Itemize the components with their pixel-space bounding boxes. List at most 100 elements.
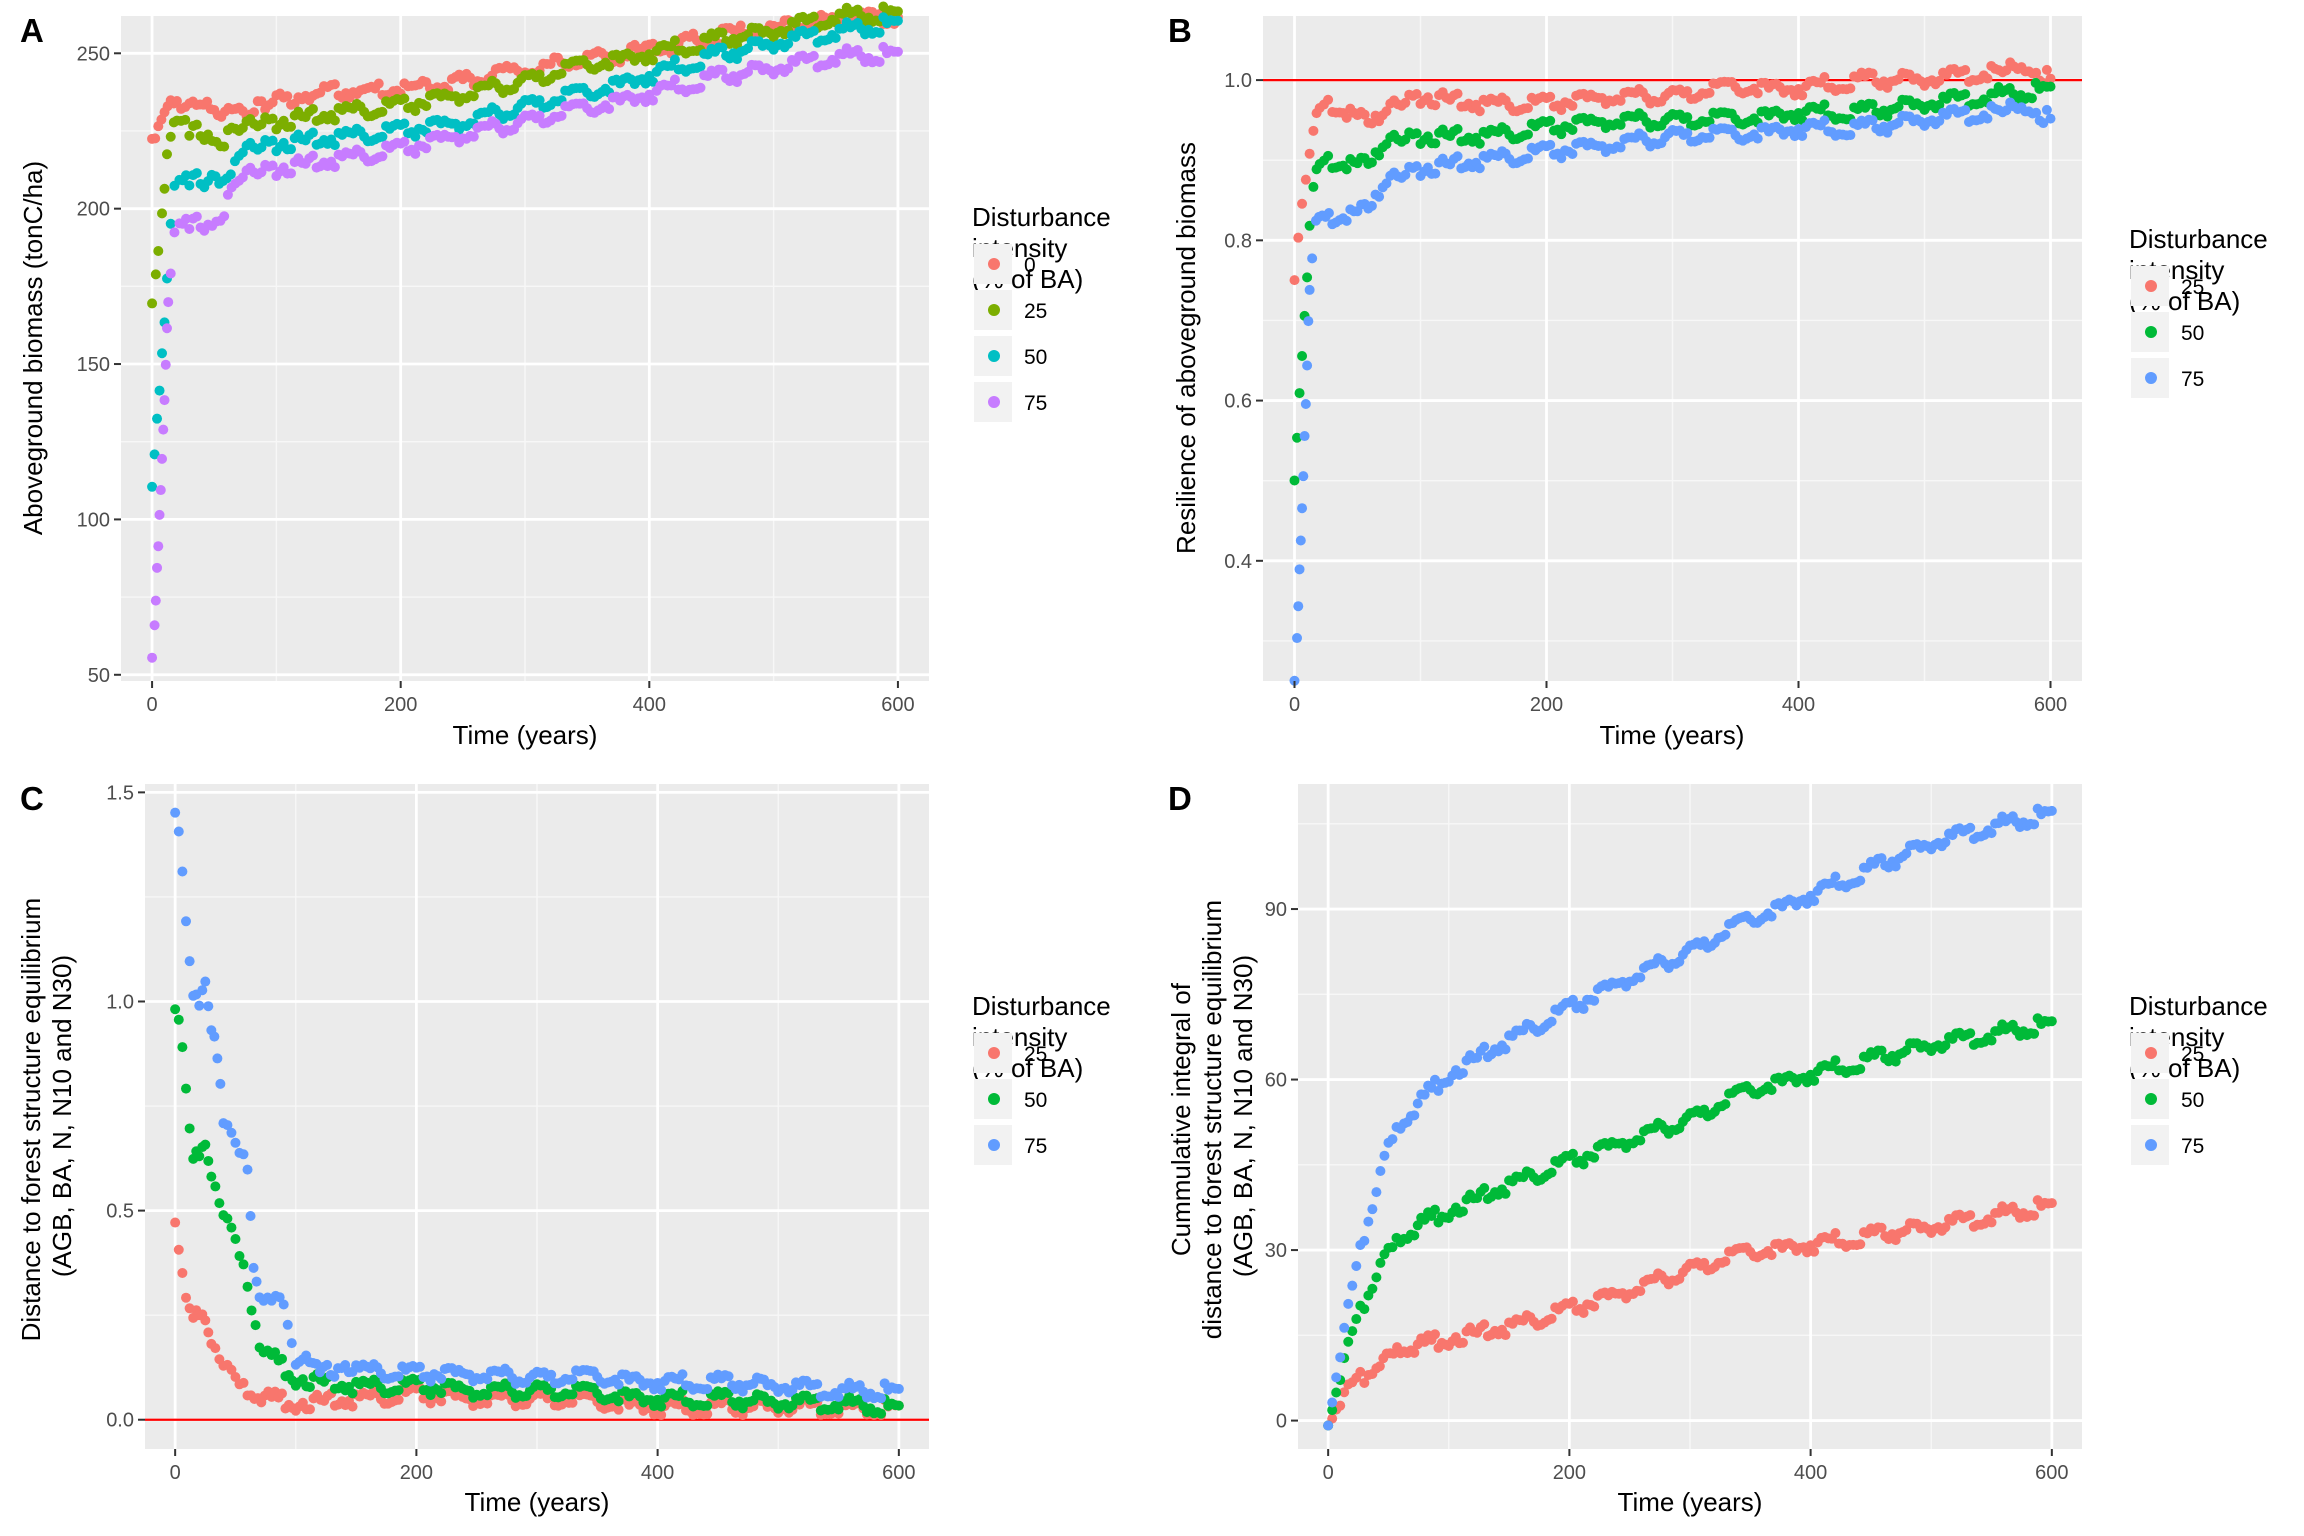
panel-a-y-tick-label: 250 <box>77 43 110 65</box>
panel-d-point-25 <box>1855 1239 1866 1250</box>
panel-c-point-50 <box>613 1396 624 1407</box>
panel-b-point-75 <box>1295 535 1306 546</box>
panel-a-ticks: 0 200 400 600 50 100 150 200 250 <box>77 43 915 716</box>
panel-b-point-25 <box>1704 87 1715 98</box>
panel-b-point-25 <box>1556 105 1567 116</box>
panel-d-point-50 <box>1429 1204 1440 1215</box>
panel-b-point-75 <box>1797 130 1808 141</box>
panel-c-point-50 <box>833 1404 844 1415</box>
panel-c-point-75 <box>833 1391 844 1402</box>
panel-b-point-75 <box>1845 130 1856 141</box>
panel-a-point-50 <box>892 15 903 26</box>
panel-d-point-75 <box>1409 1110 1420 1121</box>
panel-d-point-25 <box>1578 1307 1589 1318</box>
panel-a-legend-label: 0 <box>1024 254 1036 277</box>
panel-c-point-75 <box>656 1384 667 1395</box>
panel-d-point-50 <box>1387 1242 1398 1253</box>
panel-c-gridlines <box>145 784 929 1449</box>
panel-a-point-75 <box>874 56 885 67</box>
panel-d-point-50 <box>1809 1075 1820 1086</box>
panel-a-point-25 <box>184 130 195 141</box>
panel-d-point-50 <box>1940 1040 1951 1051</box>
panel-b-point-75 <box>1556 153 1567 164</box>
panel-a-point-50 <box>669 54 680 65</box>
panel-b-point-50 <box>1366 157 1377 168</box>
panel-c-point-75 <box>677 1369 688 1380</box>
panel-b: B 0 200 400 600 0.4 0.6 0.8 1.0 Time (years) Re… <box>1168 12 2268 750</box>
panel-d-point-75 <box>1809 896 1820 907</box>
panel-a-y-tick-label: 200 <box>77 199 110 221</box>
panel-a-point-50 <box>147 481 158 492</box>
panel-c-point-25 <box>203 1327 214 1338</box>
panel-b-x-tick-label: 0 <box>1289 694 1300 716</box>
panel-c-point-75 <box>322 1359 333 1370</box>
panel-d-point-25 <box>1359 1377 1370 1388</box>
panel-a-legend-swatch <box>988 304 1000 316</box>
panel-a-point-50 <box>286 144 297 155</box>
panel-d-point-75 <box>1375 1166 1386 1177</box>
panel-c-point-25 <box>200 1315 211 1326</box>
panel-b-point-75 <box>1374 191 1385 202</box>
panel-d-point-25 <box>1940 1222 1951 1233</box>
panel-b-point-50 <box>1308 181 1319 192</box>
panel-b-point-50 <box>1452 123 1463 134</box>
panel-d-point-25 <box>2046 1198 2057 1209</box>
panel-a-point-25 <box>180 114 191 125</box>
panel-b-y-tick-label: 1.0 <box>1224 70 1252 92</box>
panel-c-point-25 <box>170 1217 181 1228</box>
panel-d-point-75 <box>2029 819 2040 830</box>
panel-b-point-50 <box>1430 138 1441 149</box>
panel-a-point-75 <box>421 143 432 154</box>
panel-b-point-50 <box>1567 124 1578 135</box>
panel-b-x-tick-label: 400 <box>1782 694 1815 716</box>
panel-b-point-50 <box>1934 99 1945 110</box>
panel-b-point-25 <box>1474 106 1485 117</box>
panel-d-legend-label: 25 <box>2181 1043 2204 1066</box>
panel-b-point-75 <box>2038 118 2049 129</box>
panel-a-point-75 <box>159 395 170 406</box>
panel-b-point-75 <box>1303 316 1314 327</box>
panel-a-point-50 <box>165 218 176 229</box>
panel-c-legend-label: 75 <box>1024 1135 1047 1158</box>
panel-c-point-50 <box>203 1155 214 1166</box>
panel-a-point-50 <box>410 131 421 142</box>
panel-b-point-25 <box>1297 198 1308 209</box>
panel-d-point-25 <box>1335 1400 1346 1411</box>
panel-c-point-75 <box>177 866 188 877</box>
panel-d-point-75 <box>1347 1280 1358 1291</box>
panel-c-x-axis-title: Time (years) <box>465 1487 610 1517</box>
panel-d-point-50 <box>1479 1183 1490 1194</box>
panel-d-x-tick-label: 200 <box>1553 1462 1586 1484</box>
panel-b-y-tick-label: 0.4 <box>1224 551 1252 573</box>
panel-d-point-50 <box>1327 1405 1338 1416</box>
panel-c-point-25 <box>436 1396 447 1407</box>
panel-a-point-75 <box>669 74 680 85</box>
panel-a-point-75 <box>147 652 158 663</box>
panel-d-point-75 <box>1335 1352 1346 1363</box>
panel-c-point-75 <box>226 1127 237 1138</box>
panel-c-point-50 <box>893 1400 904 1411</box>
panel-c-point-75 <box>282 1319 293 1330</box>
panel-a-point-50 <box>647 76 658 87</box>
panel-c-point-75 <box>278 1299 289 1310</box>
panel-b-point-25 <box>1960 65 1971 76</box>
panel-d-point-75 <box>1940 837 1951 848</box>
panel-a-point-50 <box>225 169 236 180</box>
panel-a-point-50 <box>808 26 819 37</box>
panel-a-point-0 <box>373 78 384 89</box>
panel-b-point-50 <box>1411 128 1422 139</box>
panel-a-point-25 <box>153 245 164 256</box>
panel-b-legend-label: 75 <box>2181 368 2204 391</box>
panel-a-point-50 <box>191 168 202 179</box>
panel-a-point-75 <box>267 160 278 171</box>
panel-d-point-25 <box>1355 1366 1366 1377</box>
panel-b-point-75 <box>1522 153 1533 164</box>
panel-c-point-75 <box>245 1211 256 1222</box>
panel-c-point-50 <box>184 1123 195 1134</box>
panel-c-point-75 <box>329 1371 340 1382</box>
panel-a-y-tick-label: 100 <box>77 509 110 531</box>
panel-b-point-25 <box>1304 148 1315 159</box>
panel-a-point-25 <box>717 27 728 38</box>
panel-a-point-75 <box>157 453 168 464</box>
